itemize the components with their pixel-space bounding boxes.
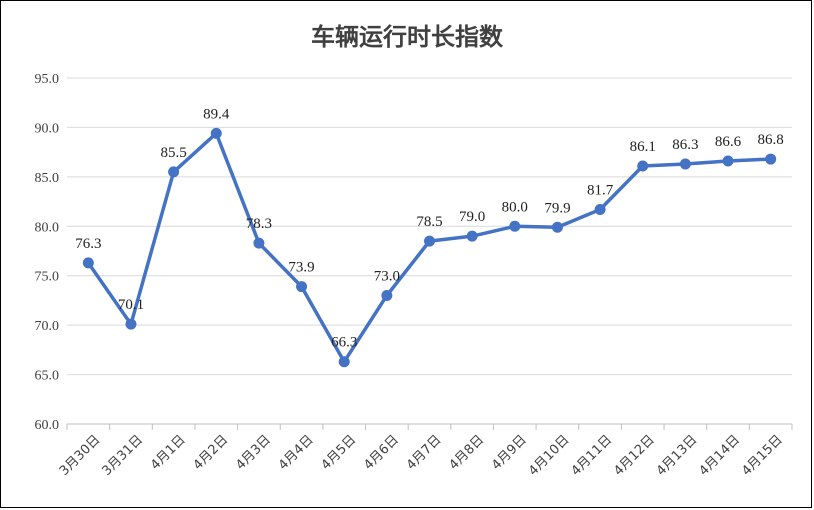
data-point — [509, 220, 521, 232]
data-label: 81.7 — [587, 182, 614, 198]
x-tick-label: 4月1日 — [148, 432, 189, 473]
x-tick-label: 4月9日 — [489, 432, 530, 473]
y-tick-label: 75.0 — [35, 270, 60, 285]
data-label: 78.5 — [416, 214, 442, 230]
data-point — [338, 356, 350, 368]
data-label: 76.3 — [75, 236, 101, 252]
x-tick-label: 4月11日 — [569, 432, 616, 479]
x-tick-label: 4月13日 — [654, 432, 701, 479]
x-tick-label: 3月30日 — [57, 432, 104, 479]
y-tick-label: 60.0 — [35, 418, 60, 433]
data-point — [424, 235, 435, 247]
x-tick-label: 4月8日 — [447, 432, 488, 473]
data-label: 79.9 — [544, 200, 570, 216]
x-tick-label: 3月31日 — [99, 432, 146, 479]
data-label: 86.1 — [630, 139, 656, 155]
x-tick-label: 4月3日 — [233, 432, 274, 473]
data-label: 78.3 — [246, 216, 272, 232]
data-label: 66.3 — [331, 335, 357, 351]
y-axis-ticks: 60.0 65.0 70.0 75.0 80.0 85.0 90.0 95.0 — [35, 72, 60, 433]
y-tick-label: 95.0 — [35, 72, 60, 87]
x-tick-label: 4月12日 — [611, 432, 658, 479]
data-labels: 76.3 70.1 85.5 89.4 78.3 73.9 66.3 73.0 78.5 79.0… — [75, 106, 784, 350]
x-tick-label: 4月15日 — [739, 432, 786, 479]
y-tick-label: 70.0 — [35, 319, 60, 334]
x-tick-label: 4月10日 — [526, 432, 573, 479]
data-label: 85.5 — [160, 145, 186, 161]
data-points — [82, 127, 777, 368]
y-tick-label: 80.0 — [35, 220, 60, 235]
data-label: 79.0 — [459, 209, 485, 225]
x-tick-label: 4月14日 — [697, 432, 744, 479]
series-line-group — [86, 131, 773, 364]
data-label: 86.3 — [672, 137, 698, 153]
series-line — [86, 131, 773, 364]
data-point — [679, 158, 691, 170]
data-point — [551, 221, 563, 233]
data-point — [210, 127, 222, 139]
data-label: 73.0 — [374, 268, 400, 284]
data-label: 70.1 — [118, 297, 144, 313]
y-tick-label: 85.0 — [35, 171, 60, 186]
data-point — [381, 289, 393, 301]
gridlines — [66, 77, 793, 430]
data-point — [125, 318, 137, 330]
data-point — [637, 160, 649, 172]
y-tick-label: 90.0 — [35, 121, 60, 136]
x-tick-label: 4月4日 — [276, 432, 317, 473]
data-point — [594, 203, 606, 215]
x-tick-label: 4月2日 — [191, 432, 232, 473]
data-point — [82, 257, 94, 269]
x-tick-label: 4月7日 — [404, 432, 445, 473]
data-point — [168, 166, 180, 178]
data-label: 89.4 — [203, 106, 230, 122]
data-label: 80.0 — [502, 199, 528, 215]
data-label: 73.9 — [288, 260, 314, 276]
data-point — [296, 281, 308, 293]
y-tick-label: 65.0 — [35, 369, 60, 384]
chart-title: 车辆运行时长指数 — [311, 23, 504, 51]
data-label: 86.6 — [715, 134, 742, 150]
data-point — [466, 230, 478, 242]
x-tick-label: 4月6日 — [361, 432, 402, 473]
data-point — [722, 155, 734, 167]
data-label: 86.8 — [758, 132, 784, 148]
data-point — [253, 237, 265, 249]
data-point — [765, 153, 777, 165]
x-tick-label: 4月5日 — [319, 432, 360, 473]
